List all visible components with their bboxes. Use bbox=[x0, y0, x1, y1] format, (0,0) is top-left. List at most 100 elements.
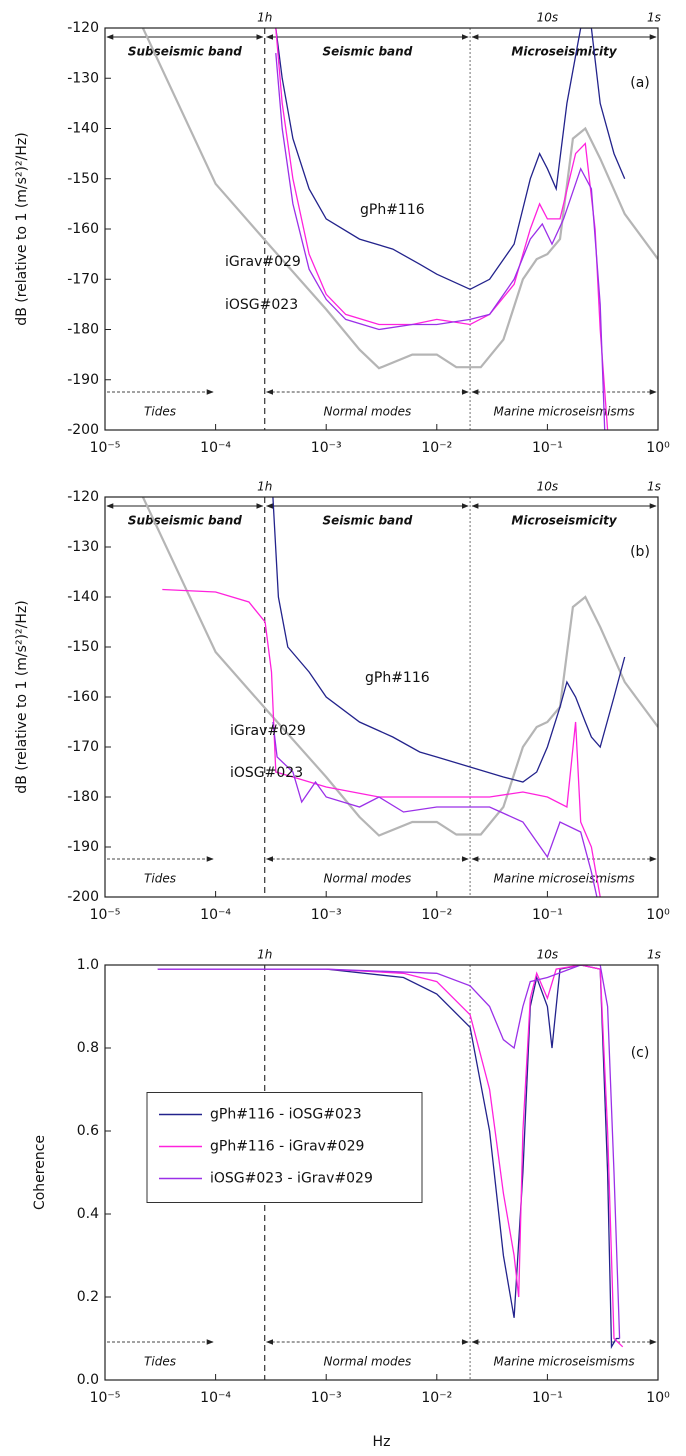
period-label: 1s bbox=[647, 11, 661, 25]
y-tick-label: -130 bbox=[67, 539, 99, 555]
y-tick-label: -190 bbox=[67, 839, 99, 855]
y-tick-label: -120 bbox=[67, 489, 99, 505]
y-tick-label: 0.0 bbox=[77, 1372, 99, 1388]
series-line bbox=[275, 28, 609, 430]
period-label: 1h bbox=[257, 948, 272, 962]
series-label: gPh#116 bbox=[360, 202, 425, 218]
series-line bbox=[275, 28, 626, 291]
x-tick-label: 10⁻⁴ bbox=[200, 1390, 231, 1406]
y-tick-label: -130 bbox=[67, 70, 99, 86]
series-line bbox=[141, 28, 658, 370]
period-label: 1s bbox=[647, 948, 661, 962]
panel-label: (b) bbox=[630, 544, 650, 560]
plot-area bbox=[141, 28, 658, 430]
range-label: Tides bbox=[144, 872, 176, 886]
series-label: iGrav#029 bbox=[225, 254, 301, 270]
range-label: Marine microseismisms bbox=[493, 872, 634, 886]
series-line bbox=[141, 497, 658, 837]
range-label: Normal modes bbox=[324, 405, 412, 419]
y-tick-label: 1.0 bbox=[77, 957, 99, 973]
period-label: 10s bbox=[537, 480, 559, 494]
x-tick-label: 10⁻³ bbox=[311, 1390, 342, 1406]
y-tick-label: 0.2 bbox=[77, 1289, 99, 1305]
x-tick-label: 10⁻² bbox=[421, 440, 452, 456]
x-tick-label: 10⁻¹ bbox=[532, 907, 563, 923]
y-tick-label: -170 bbox=[67, 271, 99, 287]
series-label: iGrav#029 bbox=[230, 723, 306, 739]
y-tick-label: 0.6 bbox=[77, 1123, 99, 1139]
y-tick-label: -200 bbox=[67, 889, 99, 905]
period-label: 10s bbox=[537, 948, 559, 962]
series-line bbox=[157, 965, 621, 1339]
legend-label: iOSG#023 - iGrav#029 bbox=[210, 1171, 373, 1187]
x-tick-label: 10⁻⁵ bbox=[90, 1390, 121, 1406]
band-label: Subseismic band bbox=[128, 45, 242, 59]
legend-label: gPh#116 - iOSG#023 bbox=[210, 1107, 362, 1123]
plot-frame bbox=[104, 964, 659, 1381]
y-tick-label: -200 bbox=[67, 422, 99, 438]
x-tick-label: 10⁰ bbox=[646, 1390, 670, 1406]
band-label: Subseismic band bbox=[128, 514, 242, 528]
y-axis-label: dB (relative to 1 (m/s²)²/Hz) bbox=[14, 600, 30, 793]
series-line bbox=[162, 588, 601, 897]
y-tick-label: -180 bbox=[67, 789, 99, 805]
band-label: Seismic band bbox=[323, 45, 413, 59]
y-axis-label: Coherence bbox=[32, 1135, 48, 1210]
period-label: 1h bbox=[257, 480, 272, 494]
series-line bbox=[275, 53, 606, 430]
plot-area bbox=[141, 497, 658, 897]
period-label: 10s bbox=[537, 11, 559, 25]
series-label: iOSG#023 bbox=[225, 297, 298, 313]
range-label: Marine microseismisms bbox=[493, 1355, 634, 1369]
panel-label: (c) bbox=[631, 1045, 650, 1061]
band-label: Seismic band bbox=[323, 514, 413, 528]
x-tick-label: 10⁻⁴ bbox=[200, 907, 231, 923]
plot-frame bbox=[104, 27, 659, 431]
y-tick-label: -140 bbox=[67, 589, 99, 605]
plot-area bbox=[157, 965, 624, 1350]
series-label: iOSG#023 bbox=[230, 765, 303, 781]
x-tick-label: 10⁻⁵ bbox=[90, 440, 121, 456]
series-line bbox=[272, 497, 626, 783]
y-tick-label: 0.4 bbox=[77, 1206, 99, 1222]
band-label: Microseismicity bbox=[511, 45, 617, 59]
legend-box bbox=[146, 1092, 423, 1203]
series-line bbox=[157, 965, 624, 1348]
x-tick-label: 10⁻² bbox=[421, 907, 452, 923]
series-line bbox=[272, 721, 598, 897]
period-label: 1s bbox=[647, 480, 661, 494]
x-tick-label: 10⁻¹ bbox=[532, 1390, 563, 1406]
y-tick-label: -150 bbox=[67, 171, 99, 187]
y-tick-label: -160 bbox=[67, 221, 99, 237]
plot-frame bbox=[104, 496, 659, 898]
y-tick-label: -170 bbox=[67, 739, 99, 755]
series-label: gPh#116 bbox=[365, 670, 430, 686]
y-tick-label: -160 bbox=[67, 689, 99, 705]
y-tick-label: -190 bbox=[67, 372, 99, 388]
period-label: 1h bbox=[257, 11, 272, 25]
series-line bbox=[157, 965, 620, 1350]
y-tick-label: -180 bbox=[67, 322, 99, 338]
x-tick-label: 10⁻⁵ bbox=[90, 907, 121, 923]
panel-label: (a) bbox=[630, 75, 650, 91]
range-label: Normal modes bbox=[324, 872, 412, 886]
y-tick-label: 0.8 bbox=[77, 1040, 99, 1056]
x-tick-label: 10⁻⁴ bbox=[200, 440, 231, 456]
x-tick-label: 10⁻¹ bbox=[532, 440, 563, 456]
y-tick-label: -140 bbox=[67, 121, 99, 137]
range-label: Normal modes bbox=[324, 1355, 412, 1369]
x-tick-label: 10⁻² bbox=[421, 1390, 452, 1406]
range-label: Marine microseismisms bbox=[493, 405, 634, 419]
x-tick-label: 10⁻³ bbox=[311, 907, 342, 923]
range-label: Tides bbox=[144, 1355, 176, 1369]
band-label: Microseismicity bbox=[511, 514, 617, 528]
x-axis-label: Hz bbox=[373, 1434, 391, 1450]
x-tick-label: 10⁻³ bbox=[311, 440, 342, 456]
y-tick-label: -120 bbox=[67, 20, 99, 36]
legend-label: gPh#116 - iGrav#029 bbox=[210, 1139, 364, 1155]
y-tick-label: -150 bbox=[67, 639, 99, 655]
range-label: Tides bbox=[144, 405, 176, 419]
y-axis-label: dB (relative to 1 (m/s²)²/Hz) bbox=[14, 132, 30, 325]
x-tick-label: 10⁰ bbox=[646, 440, 670, 456]
